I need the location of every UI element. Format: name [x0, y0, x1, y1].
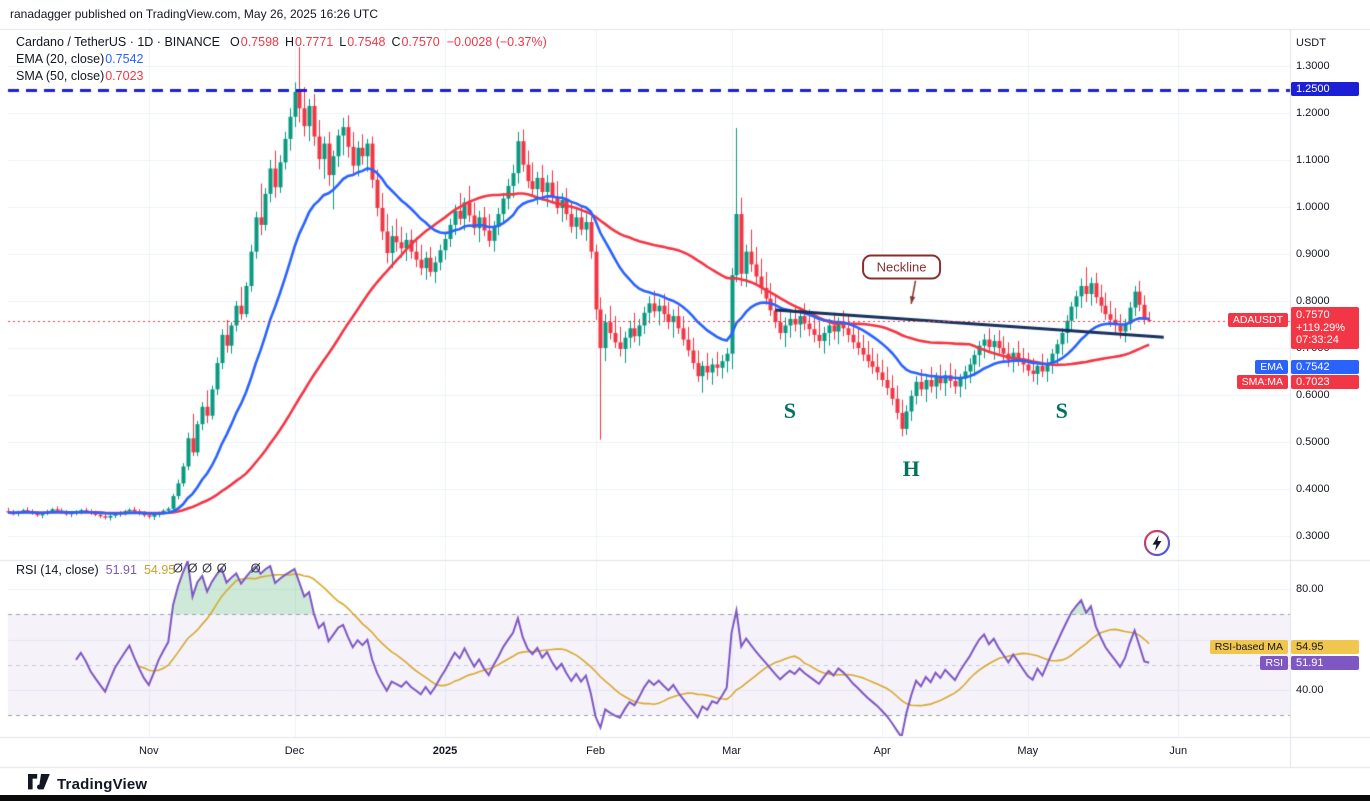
price-axis[interactable]: USDT 1.3000 1.2000 1.1000 1.0000 0.9000 0.800… [1290, 0, 1370, 768]
rsi-axis-tag: RSI [1260, 655, 1288, 670]
sma-indicator-label[interactable]: SMA (50, close) [16, 68, 105, 83]
open-value: 0.7598 [240, 34, 279, 49]
bar-countdown: 07:33:24 [1296, 334, 1339, 347]
close-label: C [391, 34, 401, 49]
change-value: −0.0028 (−0.37%) [446, 34, 547, 49]
last-price-change-pct: +119.29% [1296, 321, 1346, 334]
rsi-ma-axis-tag: RSI-based MA [1209, 640, 1288, 655]
time-axis-label: Feb [586, 745, 606, 757]
time-axis-label: Dec [284, 745, 305, 757]
tradingview-logo-icon[interactable] [28, 774, 50, 795]
rsi-tick-label: 80.00 [1296, 583, 1324, 596]
time-axis-label: Jun [1169, 745, 1188, 757]
ema-axis-badge: 0.7542 [1291, 360, 1359, 375]
price-tick-label: 1.0000 [1296, 201, 1330, 213]
price-tick-label: 0.8000 [1296, 295, 1330, 308]
time-axis-label: Nov [139, 745, 159, 757]
rsi-indicator-label[interactable]: RSI (14, close) [16, 563, 99, 577]
last-price-badge: 0.7570 +119.29% 07:33:24 [1291, 307, 1359, 349]
rsi-ma-indicator-value: 54.95 [143, 563, 176, 577]
price-tick-label: 0.9000 [1296, 248, 1330, 260]
symbol-title[interactable]: Cardano / TetherUS · 1D · BINANCE [16, 34, 221, 49]
neckline-callout-label: Neckline [876, 259, 927, 275]
main-legend: Cardano / TetherUS · 1D · BINANCE O 0.75… [16, 33, 547, 84]
time-axis-label: Mar [722, 745, 742, 757]
high-value: 0.7771 [295, 34, 334, 49]
last-price-value: 0.7570 [1296, 309, 1330, 322]
price-tick-label: 1.1000 [1296, 154, 1330, 166]
rsi-ma-axis-badge: 54.95 [1291, 640, 1359, 655]
footer: TradingView [28, 774, 147, 795]
price-tick-label: 0.5000 [1296, 436, 1330, 449]
symbol-status-row[interactable]: Cardano / TetherUS · 1D · BINANCE O 0.75… [16, 33, 547, 50]
level-price-badge: 1.2500 [1291, 81, 1359, 96]
ema-indicator-label[interactable]: EMA (20, close) [16, 51, 105, 66]
rsi-legend-row[interactable]: RSI (14, close) 51.91 54.95 [16, 563, 175, 577]
ema-axis-tag: EMA [1255, 360, 1288, 375]
open-label: O [230, 34, 240, 49]
price-tick-label: 0.3000 [1296, 530, 1330, 543]
rsi-tick-label: 40.00 [1296, 684, 1324, 697]
neckline-callout[interactable]: Neckline [861, 254, 942, 280]
time-axis-label: Apr [873, 745, 891, 757]
price-tick-label: 1.2000 [1296, 107, 1330, 119]
flash-icon[interactable] [1143, 529, 1171, 557]
sma-axis-badge: 0.7023 [1291, 375, 1359, 390]
close-value: 0.7570 [401, 34, 440, 49]
price-tick-label: 0.6000 [1296, 389, 1330, 402]
time-axis[interactable]: Nov Dec 2025 Feb Mar Apr May Jun [0, 737, 1370, 767]
low-label: L [339, 34, 347, 49]
price-tick-label: 0.4000 [1296, 483, 1330, 496]
ema-indicator-row[interactable]: EMA (20, close) 0.7542 [16, 50, 547, 67]
rsi-axis-badge: 51.91 [1291, 655, 1359, 670]
bottom-bar [0, 795, 1370, 801]
ema-indicator-value: 0.7542 [105, 51, 144, 66]
tradingview-wordmark[interactable]: TradingView [57, 776, 148, 793]
price-axis-unit-label: USDT [1296, 37, 1326, 49]
price-tick-label: 1.3000 [1296, 60, 1330, 72]
publish-note: ranadagger published on TradingView.com,… [10, 7, 379, 21]
high-label: H [284, 34, 295, 49]
sma-axis-tag: SMA:MA [1236, 375, 1288, 390]
rsi-indicator-value: 51.91 [105, 563, 137, 577]
low-value: 0.7548 [347, 34, 386, 49]
time-axis-label: 2025 [432, 745, 458, 757]
sma-indicator-row[interactable]: SMA (50, close) 0.7023 [16, 67, 547, 84]
symbol-price-tag: ADAUSDT [1227, 313, 1288, 328]
time-axis-label: May [1017, 745, 1039, 757]
sma-indicator-value: 0.7023 [105, 68, 144, 83]
